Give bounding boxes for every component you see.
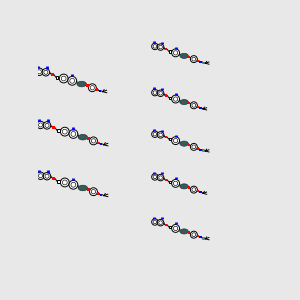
Circle shape [157, 44, 164, 50]
Ellipse shape [180, 141, 188, 146]
Circle shape [157, 219, 164, 226]
Bar [165, 94, 167, 97]
Circle shape [190, 102, 197, 109]
Bar [200, 191, 202, 194]
Bar [165, 136, 167, 138]
Bar [169, 97, 171, 99]
Bar [57, 129, 60, 132]
Bar [99, 90, 101, 92]
Bar [86, 84, 88, 87]
Bar [100, 194, 102, 196]
Circle shape [36, 68, 43, 76]
Bar [200, 61, 202, 63]
Bar [197, 148, 199, 149]
Bar [169, 50, 171, 52]
Circle shape [190, 143, 197, 150]
Bar [197, 106, 199, 108]
Bar [197, 190, 199, 192]
Circle shape [89, 188, 98, 196]
Circle shape [69, 130, 78, 138]
Circle shape [157, 132, 164, 138]
Circle shape [152, 43, 158, 50]
Bar [188, 144, 190, 146]
Ellipse shape [180, 229, 188, 234]
Bar [96, 88, 98, 91]
Circle shape [190, 186, 197, 193]
Circle shape [37, 172, 44, 179]
Circle shape [89, 137, 98, 145]
Circle shape [152, 174, 158, 180]
Circle shape [88, 84, 96, 92]
Bar [97, 142, 99, 144]
Bar [200, 148, 202, 151]
Bar [52, 177, 55, 180]
Circle shape [68, 76, 76, 85]
Bar [87, 188, 90, 191]
Circle shape [60, 178, 69, 187]
Circle shape [42, 69, 50, 76]
Circle shape [157, 174, 164, 181]
Circle shape [190, 231, 197, 238]
Circle shape [43, 172, 51, 180]
Circle shape [190, 56, 197, 63]
Ellipse shape [78, 134, 88, 140]
Bar [188, 56, 190, 58]
Circle shape [172, 179, 179, 187]
Circle shape [60, 127, 69, 136]
Bar [200, 236, 202, 238]
Circle shape [43, 122, 51, 129]
Circle shape [172, 224, 179, 232]
Bar [188, 186, 190, 189]
Bar [165, 178, 167, 181]
Bar [56, 76, 58, 79]
Bar [169, 226, 171, 228]
Bar [169, 138, 171, 140]
Ellipse shape [180, 100, 188, 105]
Bar [202, 237, 204, 239]
Ellipse shape [180, 184, 188, 189]
Bar [200, 107, 202, 109]
Bar [57, 180, 60, 183]
Circle shape [157, 90, 164, 97]
Ellipse shape [78, 185, 88, 191]
Bar [165, 224, 167, 226]
Circle shape [59, 74, 68, 83]
Circle shape [152, 219, 158, 225]
Bar [188, 231, 190, 234]
Circle shape [172, 49, 179, 57]
Bar [87, 137, 90, 140]
Bar [188, 102, 190, 104]
Bar [97, 192, 99, 195]
Circle shape [69, 180, 78, 189]
Bar [51, 73, 54, 76]
Bar [52, 126, 55, 129]
Bar [165, 48, 167, 50]
Circle shape [152, 89, 158, 96]
Ellipse shape [77, 81, 86, 87]
Bar [169, 181, 171, 183]
Circle shape [172, 137, 179, 145]
Bar [202, 149, 204, 151]
Bar [202, 61, 204, 64]
Bar [100, 143, 102, 145]
Circle shape [172, 95, 179, 103]
Circle shape [152, 131, 158, 137]
Bar [197, 235, 199, 237]
Bar [197, 60, 199, 62]
Ellipse shape [180, 53, 188, 58]
Circle shape [37, 121, 44, 129]
